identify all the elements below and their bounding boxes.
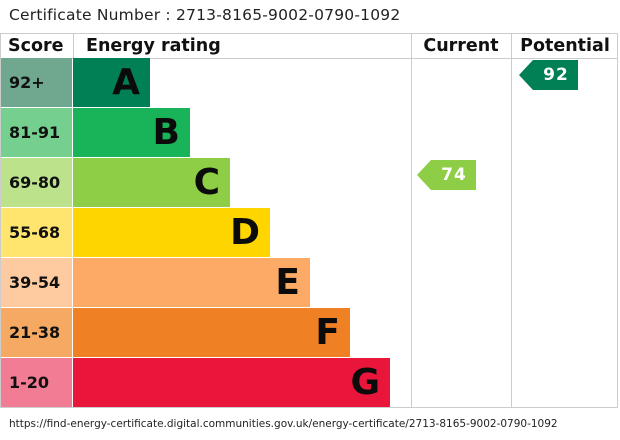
band-score-g: 1-20: [1, 358, 72, 407]
band-row-a: 92+ A: [0, 58, 410, 107]
current-column-header: Current: [423, 36, 499, 56]
band-letter-e: E: [275, 262, 300, 303]
certificate-url: https://find-energy-certificate.digital.…: [9, 418, 558, 430]
band-row-e: 39-54 E: [0, 258, 410, 307]
band-row-c: 69-80 C: [0, 158, 410, 207]
band-score-b: 81-91: [1, 108, 72, 157]
band-letter-f: F: [315, 312, 340, 353]
band-letter-b: B: [152, 112, 180, 153]
band-score-d: 55-68: [1, 208, 72, 257]
band-bar-a: A: [73, 58, 150, 107]
current-rating-arrow: 74: [417, 160, 477, 190]
band-bar-e: E: [73, 258, 310, 307]
band-row-g: 1-20 G: [0, 358, 410, 407]
band-row-d: 55-68 D: [0, 208, 410, 257]
band-letter-g: G: [350, 362, 380, 403]
potential-rating-value: 92: [543, 65, 569, 85]
band-bar-b: B: [73, 108, 190, 157]
band-row-b: 81-91 B: [0, 108, 410, 157]
band-score-a: 92+: [1, 58, 72, 107]
band-row-f: 21-38 F: [0, 308, 410, 357]
energy-rating-column-header: Energy rating: [86, 36, 221, 56]
certificate-number: Certificate Number : 2713-8165-9002-0790…: [9, 6, 401, 24]
band-score-e: 39-54: [1, 258, 72, 307]
current-rating-arrow-shape: [417, 160, 476, 190]
band-bar-d: D: [73, 208, 270, 257]
band-bar-c: C: [73, 158, 230, 207]
score-column-header: Score: [8, 36, 64, 56]
potential-rating-arrow: 92: [519, 60, 579, 90]
band-score-c: 69-80: [1, 158, 72, 207]
potential-column-header: Potential: [520, 36, 610, 56]
band-letter-d: D: [230, 212, 260, 253]
band-letter-c: C: [193, 162, 220, 203]
band-score-f: 21-38: [1, 308, 72, 357]
band-bar-g: G: [73, 358, 390, 407]
potential-rating-arrow-shape: [519, 60, 578, 90]
current-rating-value: 74: [441, 165, 467, 185]
band-bar-f: F: [73, 308, 350, 357]
band-letter-a: A: [112, 62, 140, 103]
